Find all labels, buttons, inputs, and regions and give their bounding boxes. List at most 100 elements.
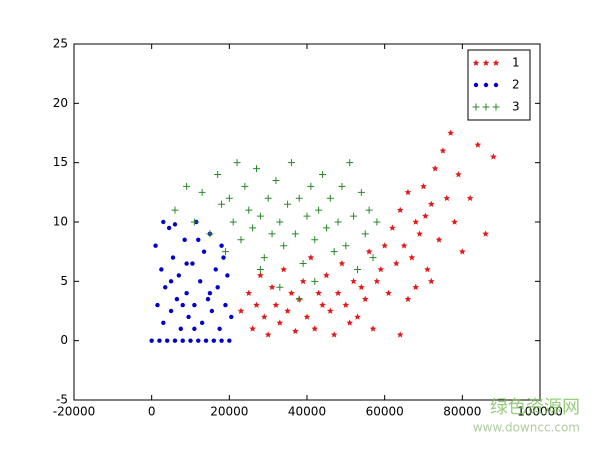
star-point xyxy=(319,301,326,308)
x-tick-label: 60000 xyxy=(366,405,404,419)
star-point xyxy=(369,325,377,332)
star-point xyxy=(412,218,420,225)
dot-point xyxy=(161,320,166,326)
plus-point xyxy=(256,212,264,220)
star-point xyxy=(261,313,268,320)
dot-point xyxy=(225,273,230,278)
star-point xyxy=(280,266,287,273)
dot-point xyxy=(180,338,185,343)
plus-point xyxy=(350,212,358,220)
dot-point xyxy=(229,314,234,320)
watermark: www.downcc.com xyxy=(473,421,580,435)
plus-point xyxy=(190,218,198,226)
watermark: 绿色资源网 xyxy=(490,397,580,418)
star-point xyxy=(338,260,346,267)
plus-point xyxy=(253,165,261,173)
dot-point xyxy=(203,338,209,343)
star-point xyxy=(299,277,307,285)
plus-point xyxy=(218,200,226,208)
dot-point xyxy=(170,255,176,260)
star-point xyxy=(377,266,385,273)
dot-point xyxy=(217,326,222,331)
dot-point xyxy=(196,237,201,242)
dot-point xyxy=(219,243,224,248)
dot-point xyxy=(223,302,228,308)
star-point xyxy=(420,182,427,190)
star-point xyxy=(466,194,474,202)
dot-point xyxy=(165,338,170,343)
plus-point xyxy=(206,230,214,238)
x-tick-label: 100000 xyxy=(517,405,563,419)
plus-point xyxy=(482,103,490,111)
star-point xyxy=(303,313,311,320)
plus-point xyxy=(229,218,237,226)
plus-point xyxy=(353,265,361,273)
star-point xyxy=(459,248,466,255)
plus-point xyxy=(256,265,264,273)
plus-point xyxy=(369,254,377,262)
dot-point xyxy=(201,249,207,254)
dot-point xyxy=(211,338,216,343)
star-point xyxy=(365,248,373,255)
star-point xyxy=(490,153,497,160)
plus-point xyxy=(373,218,381,226)
star-point xyxy=(358,283,365,291)
star-point xyxy=(412,283,420,291)
plus-point xyxy=(338,182,346,190)
plus-point xyxy=(311,277,319,285)
legend-label: 3 xyxy=(512,100,520,114)
dot-point xyxy=(168,279,174,284)
dot-point xyxy=(184,291,189,296)
legend-box xyxy=(467,49,531,121)
plus-point xyxy=(322,224,330,232)
plus-point xyxy=(276,283,284,291)
plus-point xyxy=(241,182,249,190)
star-point xyxy=(354,313,361,320)
star-point xyxy=(492,59,500,66)
dot-point xyxy=(161,219,166,225)
plus-point xyxy=(221,248,229,256)
dot-point xyxy=(199,320,205,326)
star-point xyxy=(264,331,272,338)
star-point xyxy=(404,295,412,302)
star-point xyxy=(292,327,299,334)
star-point xyxy=(315,289,322,296)
star-point xyxy=(396,206,404,213)
dot-point xyxy=(168,308,174,314)
plus-point xyxy=(260,254,268,262)
dot-point xyxy=(205,296,211,302)
dot-point xyxy=(182,237,187,242)
star-point xyxy=(284,307,291,314)
dot-point xyxy=(184,261,189,266)
plus-point xyxy=(268,230,276,238)
dot-point xyxy=(178,326,183,331)
plus-point xyxy=(365,206,373,214)
star-point xyxy=(389,224,396,231)
y-tick-label: 5 xyxy=(60,274,68,288)
dot-point xyxy=(157,338,162,343)
dot-point xyxy=(190,261,195,266)
star-point xyxy=(427,200,435,207)
plus-point xyxy=(299,260,307,268)
star-point xyxy=(334,289,342,296)
plus-point xyxy=(280,242,288,250)
star-point xyxy=(276,319,284,326)
star-point xyxy=(416,230,423,237)
plus-point xyxy=(276,218,284,226)
dot-point xyxy=(227,338,232,343)
star-point xyxy=(431,165,439,172)
plus-point xyxy=(472,103,480,111)
plus-point xyxy=(311,236,319,244)
plus-point xyxy=(287,159,295,167)
star-point xyxy=(361,295,369,302)
legend-label: 2 xyxy=(512,78,520,92)
plus-point xyxy=(319,171,327,179)
plus-point xyxy=(284,200,292,208)
plus-point xyxy=(249,224,257,232)
plus-point xyxy=(237,236,245,244)
plus-point xyxy=(198,188,206,196)
star-point xyxy=(422,212,429,219)
star-point xyxy=(447,129,454,136)
star-point xyxy=(424,266,431,273)
dot-point xyxy=(159,267,164,272)
